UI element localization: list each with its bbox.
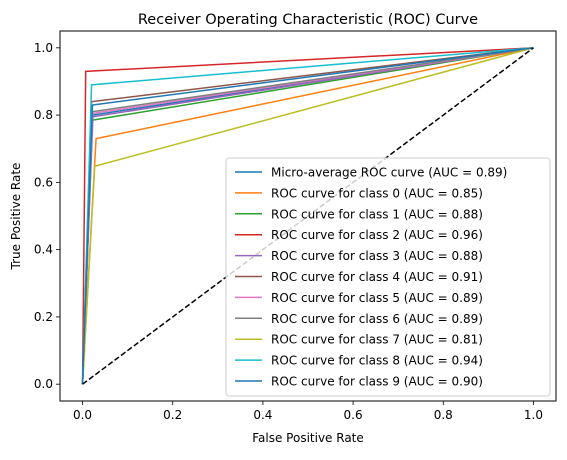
legend-label: ROC curve for class 3 (AUC = 0.88) bbox=[271, 249, 483, 263]
roc-line-roc-curve-for-class-9-auc-0-90 bbox=[81, 47, 534, 385]
chart-title: Receiver Operating Characteristic (ROC) … bbox=[138, 12, 478, 28]
legend: Micro-average ROC curve (AUC = 0.89) ROC … bbox=[225, 157, 551, 397]
y-tick-label: 0.6 bbox=[34, 175, 53, 189]
legend-label: ROC curve for class 4 (AUC = 0.91) bbox=[271, 270, 483, 284]
x-tick-label: 0.8 bbox=[434, 408, 453, 422]
x-tick-label: 0.4 bbox=[253, 408, 272, 422]
legend-label: ROC curve for class 6 (AUC = 0.89) bbox=[271, 312, 483, 326]
x-tick-label: 0.0 bbox=[73, 408, 92, 422]
roc-line-roc-curve-for-class-7-auc-0-81 bbox=[81, 47, 534, 385]
y-tick-label: 0.4 bbox=[34, 243, 53, 257]
y-tick-label: 1.0 bbox=[34, 41, 53, 55]
legend-label: ROC curve for class 1 (AUC = 0.88) bbox=[271, 207, 483, 221]
x-axis-label: False Positive Rate bbox=[252, 431, 364, 445]
y-tick-label: 0.8 bbox=[34, 108, 53, 122]
y-tick-label: 0.0 bbox=[34, 377, 53, 391]
x-tick-label: 0.2 bbox=[163, 408, 182, 422]
plot-frame bbox=[59, 30, 557, 402]
x-tick-label: 0.6 bbox=[344, 408, 363, 422]
x-axis: 0.0 0.2 0.4 0.6 0.8 1.0 bbox=[73, 401, 543, 422]
legend-box bbox=[225, 157, 551, 397]
legend-label: ROC curve for class 9 (AUC = 0.90) bbox=[271, 375, 483, 389]
legend-label: ROC curve for class 0 (AUC = 0.85) bbox=[271, 186, 483, 200]
legend-label: ROC curve for class 5 (AUC = 0.89) bbox=[271, 291, 483, 305]
legend-label: ROC curve for class 7 (AUC = 0.81) bbox=[271, 333, 483, 347]
y-axis: 0.0 0.2 0.4 0.6 0.8 1.0 bbox=[34, 41, 60, 391]
legend-label: Micro-average ROC curve (AUC = 0.89) bbox=[271, 166, 507, 180]
x-tick-label: 1.0 bbox=[524, 408, 543, 422]
y-axis-label: True Positive Rate bbox=[9, 163, 23, 271]
y-tick-label: 0.2 bbox=[34, 310, 53, 324]
roc-line-roc-curve-for-class-2-auc-0-96 bbox=[81, 47, 534, 385]
legend-label: ROC curve for class 2 (AUC = 0.96) bbox=[271, 228, 483, 242]
legend-label: ROC curve for class 8 (AUC = 0.94) bbox=[271, 354, 483, 368]
